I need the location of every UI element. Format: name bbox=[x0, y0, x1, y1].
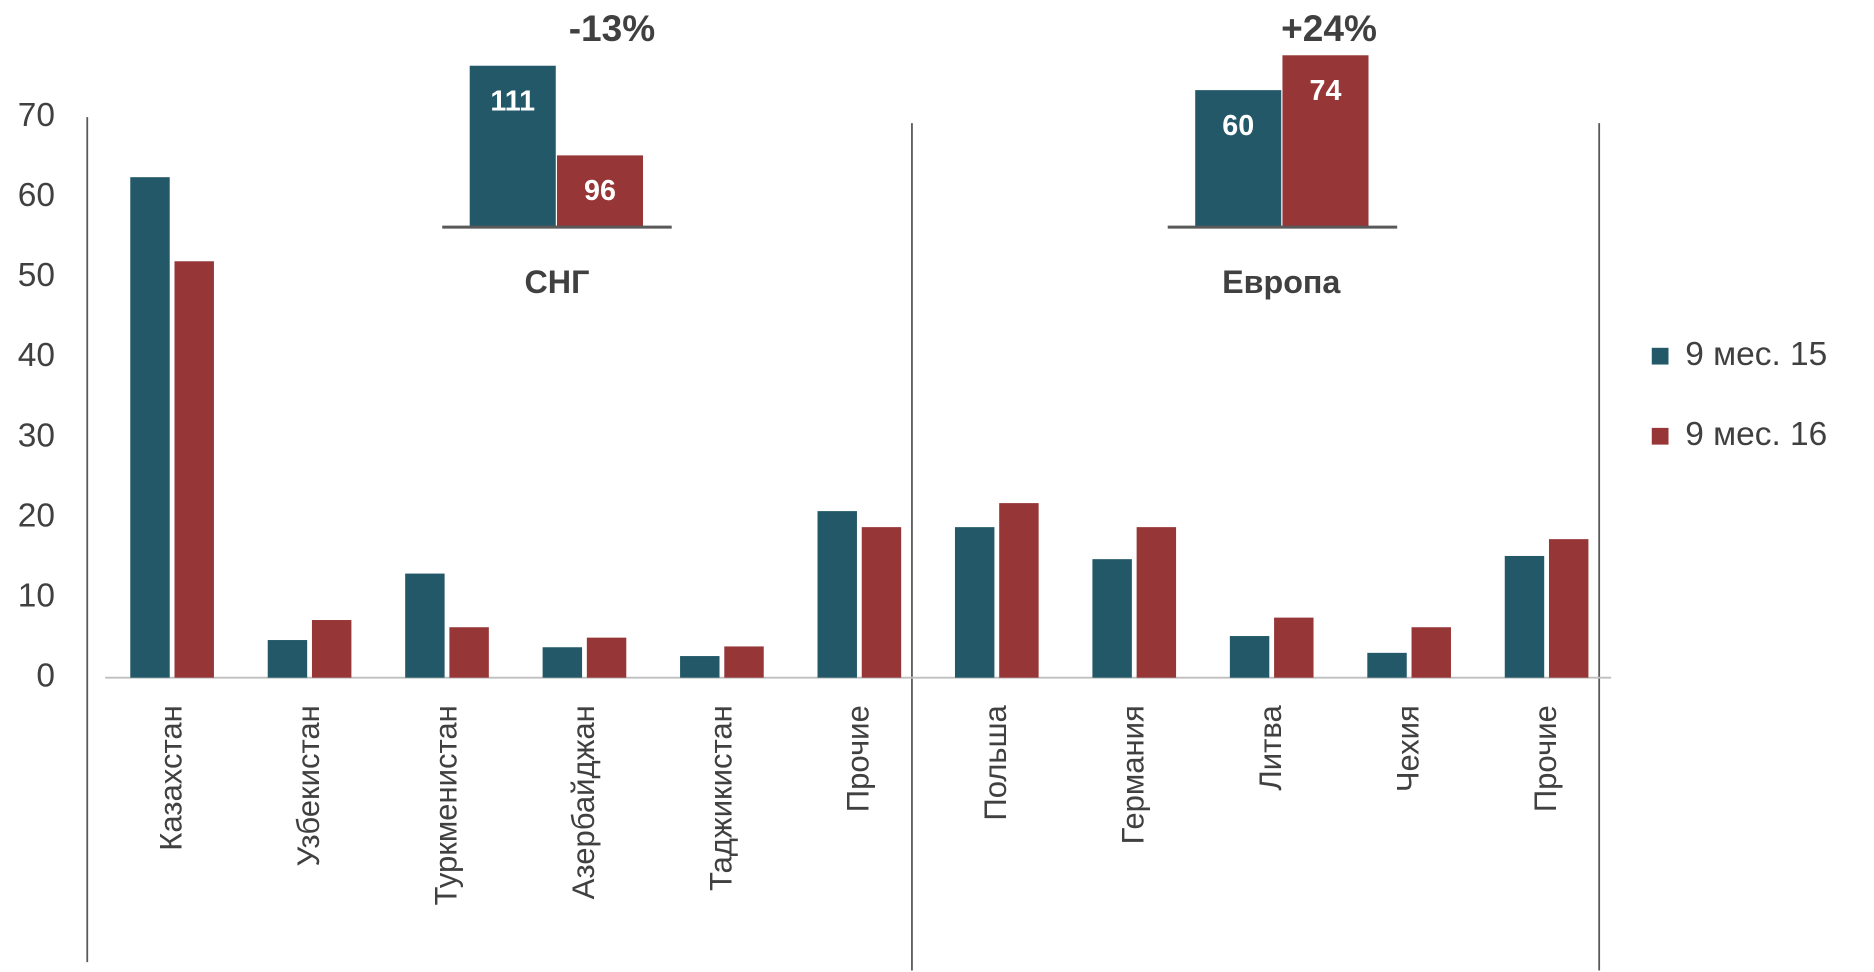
bar bbox=[1092, 559, 1132, 678]
bar bbox=[1367, 652, 1407, 678]
bar bbox=[1411, 627, 1451, 678]
bar bbox=[724, 646, 764, 678]
bar bbox=[311, 620, 352, 678]
inset-title: Европа bbox=[1222, 264, 1341, 300]
x-tick-label: Чехия bbox=[1391, 705, 1426, 792]
inset-annotation: +24% bbox=[1281, 7, 1377, 49]
x-tick-label: Польша bbox=[978, 704, 1013, 820]
inset-title: СНГ bbox=[525, 264, 590, 300]
inset-bar bbox=[469, 65, 556, 228]
bar bbox=[174, 261, 214, 678]
bar bbox=[586, 637, 627, 678]
bar bbox=[680, 656, 720, 678]
legend-swatch bbox=[1651, 347, 1669, 365]
inset-value-label: 74 bbox=[1310, 75, 1342, 107]
x-tick-label: Азербайджан bbox=[566, 705, 601, 899]
y-tick-label: 40 bbox=[18, 337, 55, 374]
inset-bar bbox=[1282, 55, 1369, 228]
y-tick-label: 20 bbox=[18, 497, 55, 534]
x-tick-label: Прочие bbox=[841, 705, 876, 812]
bar bbox=[954, 527, 995, 678]
bar bbox=[1229, 636, 1270, 678]
y-tick-label: 30 bbox=[18, 417, 55, 454]
x-tick-label: Казахстан bbox=[154, 705, 189, 851]
inset-bar bbox=[1195, 90, 1282, 228]
bar bbox=[130, 177, 170, 678]
x-tick-label: Германия bbox=[1116, 705, 1151, 844]
y-tick-label: 0 bbox=[36, 658, 55, 695]
y-tick-label: 70 bbox=[18, 97, 55, 134]
bar bbox=[405, 573, 445, 678]
y-tick-label: 50 bbox=[18, 257, 55, 294]
bar bbox=[449, 627, 489, 678]
inset-bar bbox=[556, 155, 644, 228]
bar bbox=[1136, 527, 1177, 678]
bar bbox=[1504, 555, 1545, 678]
x-tick-label: Туркменистан bbox=[428, 705, 463, 905]
x-tick-label: Таджикистан bbox=[703, 705, 738, 891]
inset-annotation: -13% bbox=[569, 7, 656, 49]
x-tick-label: Прочие bbox=[1528, 705, 1563, 812]
bar bbox=[861, 527, 902, 678]
bar bbox=[542, 647, 583, 678]
inset-value-label: 96 bbox=[584, 175, 616, 207]
bar bbox=[999, 503, 1039, 678]
legend-swatch bbox=[1651, 427, 1669, 445]
bar bbox=[817, 511, 857, 678]
bar bbox=[267, 640, 308, 678]
inset-value-label: 111 bbox=[490, 85, 535, 117]
bar bbox=[1274, 617, 1314, 678]
x-tick-label: Узбекистан bbox=[291, 705, 326, 866]
y-tick-label: 60 bbox=[18, 177, 55, 214]
bar bbox=[1548, 539, 1589, 678]
legend-label: 9 мес. 15 bbox=[1685, 336, 1827, 373]
inset-value-label: 60 bbox=[1222, 110, 1254, 142]
y-tick-label: 10 bbox=[18, 577, 55, 614]
legend-label: 9 мес. 16 bbox=[1685, 416, 1827, 453]
x-tick-label: Литва bbox=[1253, 704, 1288, 790]
chart-body: 0 10 20 30 40 50 60 70 Казахстан Узбекистан Туркме… bbox=[18, 7, 1827, 971]
